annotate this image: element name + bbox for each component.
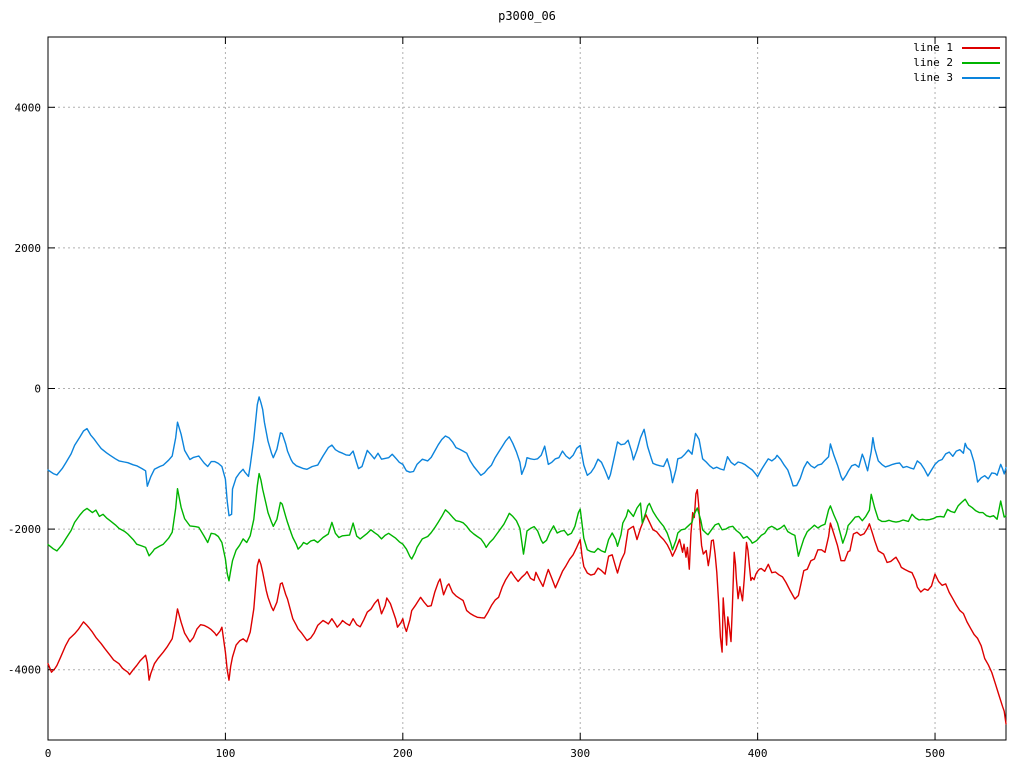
svg-text:-4000: -4000 xyxy=(8,664,41,677)
legend-line-sample-green xyxy=(962,61,1000,64)
legend-line-sample-red xyxy=(962,46,1000,49)
svg-text:0: 0 xyxy=(45,747,52,760)
svg-text:200: 200 xyxy=(393,747,413,760)
svg-text:0: 0 xyxy=(34,383,41,396)
svg-text:2000: 2000 xyxy=(15,242,42,255)
legend-label-line3: line 3 xyxy=(913,71,953,84)
legend-label-line1: line 1 xyxy=(913,41,953,54)
legend: line 1 line 2 line 3 xyxy=(913,40,1000,85)
svg-text:300: 300 xyxy=(570,747,590,760)
svg-text:400: 400 xyxy=(748,747,768,760)
svg-text:500: 500 xyxy=(925,747,945,760)
legend-entry-line2: line 2 xyxy=(913,55,1000,70)
svg-text:100: 100 xyxy=(215,747,235,760)
legend-line-sample-blue xyxy=(962,76,1000,79)
legend-entry-line1: line 1 xyxy=(913,40,1000,55)
chart-title: p3000_06 xyxy=(498,9,556,23)
svg-text:-2000: -2000 xyxy=(8,523,41,536)
legend-entry-line3: line 3 xyxy=(913,70,1000,85)
svg-text:4000: 4000 xyxy=(15,101,42,114)
legend-label-line2: line 2 xyxy=(913,56,953,69)
